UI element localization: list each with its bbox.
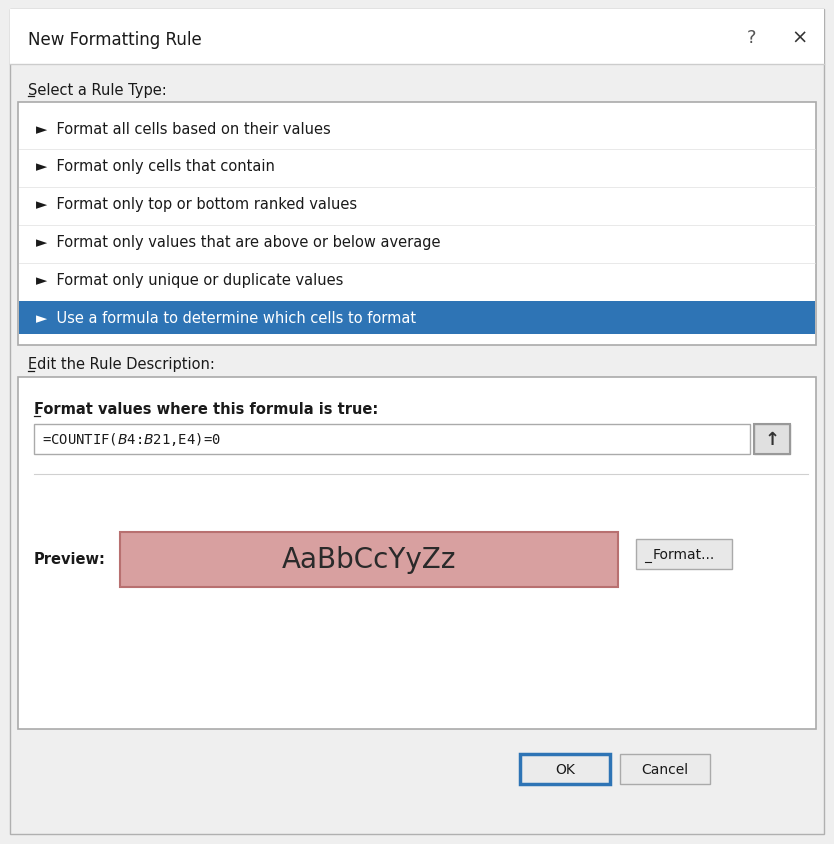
Bar <box>754 425 790 454</box>
Text: Format...: Format... <box>653 548 715 561</box>
Text: ↑: ↑ <box>765 430 780 448</box>
Bar <box>34 425 750 454</box>
Bar <box>18 377 816 729</box>
Text: AaBbCcYyZz: AaBbCcYyZz <box>282 546 456 574</box>
Bar <box>620 754 710 784</box>
Bar <box>520 754 610 784</box>
Text: ►  Use a formula to determine which cells to format: ► Use a formula to determine which cells… <box>36 311 416 326</box>
Text: Edit the Rule Description:: Edit the Rule Description: <box>28 357 215 372</box>
Bar <box>19 301 815 334</box>
Bar <box>636 539 732 570</box>
Bar <box>10 10 824 65</box>
Text: ?: ? <box>747 29 756 47</box>
Text: ►  Format only cells that contain: ► Format only cells that contain <box>36 160 275 175</box>
Text: Select a Rule Type:: Select a Rule Type: <box>28 83 167 97</box>
Text: Preview:: Preview: <box>34 552 106 567</box>
Bar <box>120 533 618 587</box>
Text: =COUNTIF($B$4:$B$21,E4)=0: =COUNTIF($B$4:$B$21,E4)=0 <box>42 431 221 448</box>
Text: OK: OK <box>555 762 575 776</box>
Text: New Formatting Rule: New Formatting Rule <box>28 31 202 49</box>
Text: ►  Format only values that are above or below average: ► Format only values that are above or b… <box>36 235 440 250</box>
Bar <box>18 103 816 345</box>
Text: ×: × <box>791 29 808 47</box>
Text: ►  Format only unique or duplicate values: ► Format only unique or duplicate values <box>36 273 344 288</box>
Text: Cancel: Cancel <box>641 762 689 776</box>
Text: Format values where this formula is true:: Format values where this formula is true… <box>34 402 379 417</box>
Bar <box>754 425 790 454</box>
Text: ►  Format all cells based on their values: ► Format all cells based on their values <box>36 122 331 137</box>
Text: ►  Format only top or bottom ranked values: ► Format only top or bottom ranked value… <box>36 197 357 212</box>
